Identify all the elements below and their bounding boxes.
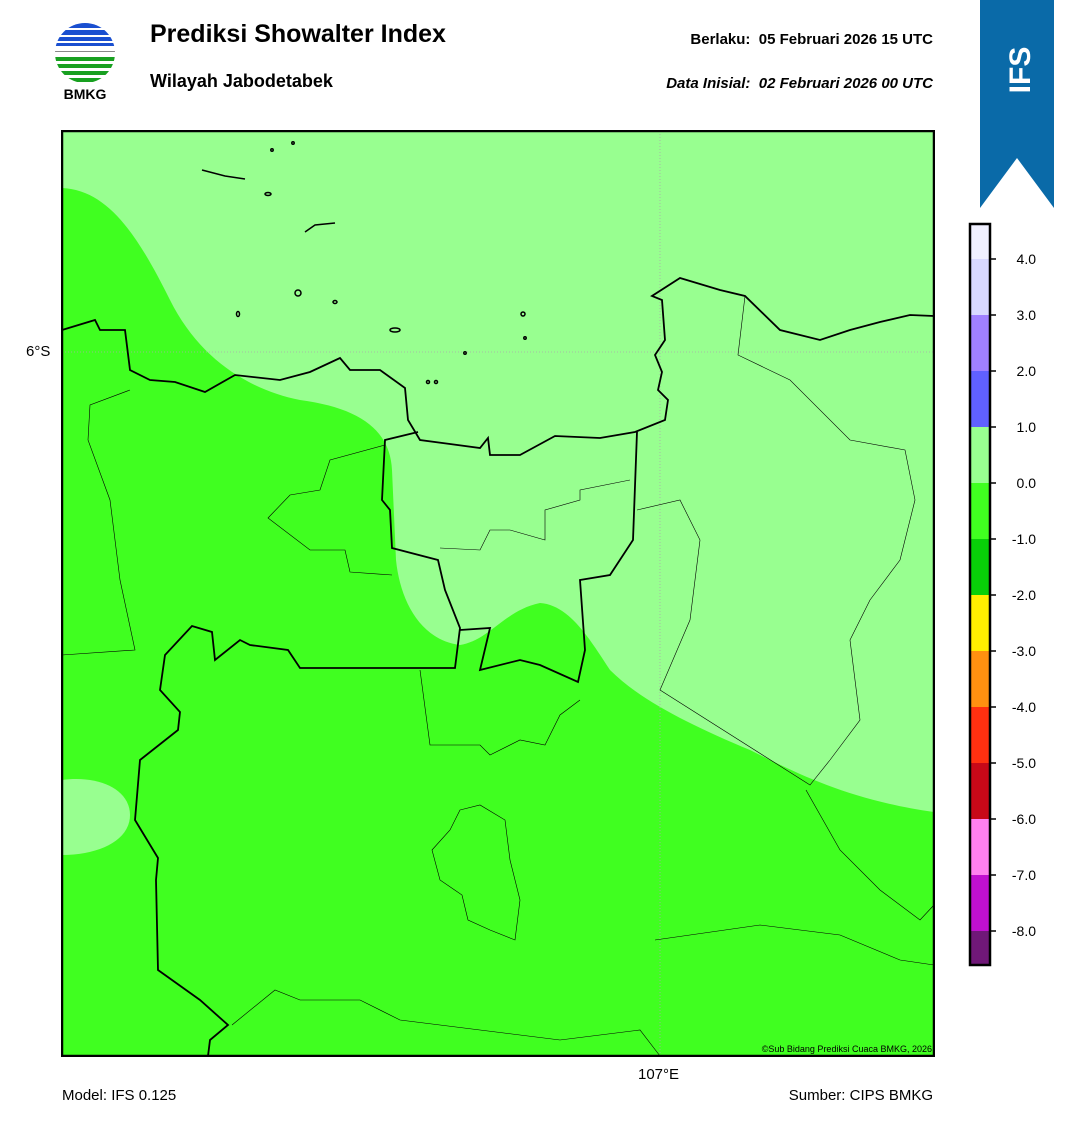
- logo-text: BMKG: [64, 86, 107, 102]
- colorbar-tick-label: 3.0: [1017, 307, 1037, 323]
- colorbar-segment: [971, 225, 989, 259]
- showalter-map: ©Sub Bidang Prediksi Cuaca BMKG, 2026: [61, 130, 935, 1057]
- colorbar-segment: [971, 707, 989, 763]
- colorbar-tick-label: -5.0: [1012, 755, 1036, 771]
- map-credit: ©Sub Bidang Prediksi Cuaca BMKG, 2026: [762, 1044, 932, 1054]
- ribbon-text: IFS: [1004, 47, 1037, 94]
- coastline: [61, 277, 935, 456]
- ifs-model-ribbon: IFS: [980, 0, 1054, 208]
- colorbar-segment: [971, 819, 989, 875]
- colorbar-segment: [971, 763, 989, 819]
- colorbar-segment: [971, 427, 989, 483]
- colorbar-tick-label: -4.0: [1012, 699, 1036, 715]
- colorbar-tick-label: 1.0: [1017, 419, 1037, 435]
- lat-label: 6°S: [26, 343, 51, 360]
- colorbar-segment: [971, 315, 989, 371]
- source-label: Sumber: CIPS BMKG: [788, 1087, 933, 1104]
- province-boundary: [134, 431, 638, 1057]
- colorbar-segment: [971, 483, 989, 539]
- colorbar-segment: [971, 371, 989, 427]
- valid-time: Berlaku: 05 Februari 2026 15 UTC: [690, 31, 933, 48]
- map-frame: [61, 130, 935, 1057]
- region-subtitle: Wilayah Jabodetabek: [150, 71, 333, 91]
- islands: [201, 141, 527, 385]
- colorbar-tick-label: 2.0: [1017, 363, 1037, 379]
- page-title: Prediksi Showalter Index: [150, 20, 446, 48]
- district-boundaries: [61, 295, 935, 1057]
- init-time: Data Inisial: 02 Februari 2026 00 UTC: [666, 75, 933, 92]
- colorbar-tick-label: -3.0: [1012, 643, 1036, 659]
- fill-zero-to-one: [62, 131, 934, 812]
- bmkg-logo: BMKG: [55, 23, 115, 102]
- colorbar-segment: [971, 595, 989, 651]
- colorbar-segment: [971, 931, 989, 965]
- colorbar-segment: [971, 651, 989, 707]
- colorbar-tick-label: -7.0: [1012, 867, 1036, 883]
- model-label: Model: IFS 0.125: [62, 1087, 177, 1104]
- colorbar-tick-label: -2.0: [1012, 587, 1036, 603]
- colorbar-tick-label: -1.0: [1012, 531, 1036, 547]
- colorbar-segment: [971, 875, 989, 931]
- colorbar-tick-label: -6.0: [1012, 811, 1036, 827]
- colorbar-tick-label: 4.0: [1017, 251, 1037, 267]
- colorbar-tick-label: -8.0: [1012, 923, 1036, 939]
- colorbar-segment: [971, 259, 989, 315]
- fill-zero-to-one-blob: [62, 779, 130, 855]
- lon-label: 107°E: [638, 1066, 680, 1083]
- colorbar-segment: [971, 539, 989, 595]
- colorbar: 4.0 3.0 2.0 1.0 0.0 -1.0 -2.0 -3.0 -4.0 -5.0 -6.0 -…: [968, 222, 1037, 967]
- colorbar-tick-label: 0.0: [1017, 475, 1037, 491]
